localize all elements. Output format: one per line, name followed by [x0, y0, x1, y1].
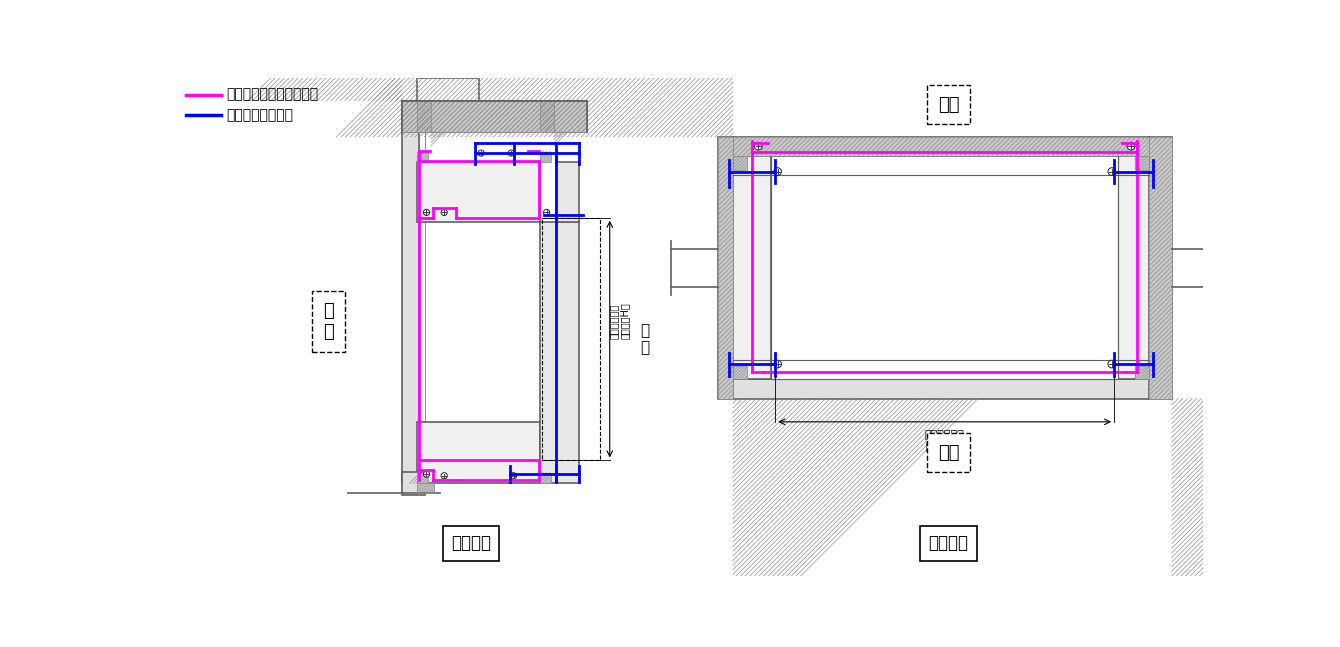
Bar — [1135, 366, 1148, 380]
Bar — [733, 366, 746, 380]
Bar — [540, 151, 551, 162]
Bar — [733, 366, 746, 380]
Bar — [417, 422, 540, 483]
Circle shape — [508, 150, 515, 156]
Bar — [402, 101, 587, 131]
Circle shape — [511, 473, 517, 479]
Bar — [417, 162, 540, 222]
Bar — [417, 101, 431, 131]
Text: 外部: 外部 — [938, 96, 959, 114]
Circle shape — [478, 150, 484, 156]
Bar — [540, 101, 555, 131]
Text: 縦断面図: 縦断面図 — [452, 534, 492, 553]
Text: 既存窓（サッシ）: 既存窓（サッシ） — [226, 108, 293, 122]
Bar — [402, 131, 419, 483]
Bar — [540, 101, 555, 131]
Bar — [556, 162, 579, 222]
Bar — [402, 472, 425, 495]
Bar — [417, 101, 431, 131]
Bar — [717, 137, 733, 399]
Bar — [733, 137, 1148, 156]
Circle shape — [1108, 360, 1116, 368]
Bar — [417, 473, 427, 483]
Bar — [417, 473, 427, 483]
Text: 導入予定の窓
の高さ（H）: 導入予定の窓 の高さ（H） — [608, 302, 630, 339]
Circle shape — [423, 210, 430, 215]
Text: 横断面図: 横断面図 — [929, 534, 969, 553]
Circle shape — [441, 210, 448, 215]
Bar — [540, 222, 579, 483]
Bar — [1135, 156, 1148, 170]
Bar — [717, 137, 733, 399]
Bar — [417, 151, 427, 162]
Circle shape — [441, 473, 448, 479]
Circle shape — [754, 142, 762, 150]
Bar — [1148, 137, 1172, 399]
Bar — [733, 156, 746, 170]
Circle shape — [773, 168, 781, 175]
Text: 導入予定の窓
の幅（W）: 導入予定の窓 の幅（W） — [925, 430, 965, 451]
Bar — [402, 101, 587, 131]
Circle shape — [423, 471, 430, 477]
Bar — [733, 380, 1148, 399]
Bar — [417, 483, 434, 492]
Bar — [733, 156, 772, 380]
Text: 導入予定の窓（サッシ）: 導入予定の窓（サッシ） — [226, 87, 319, 102]
Circle shape — [544, 210, 549, 215]
Text: 外
部: 外 部 — [323, 302, 334, 341]
Circle shape — [773, 360, 781, 368]
Circle shape — [1127, 142, 1135, 150]
Text: 内部: 内部 — [938, 444, 959, 461]
Bar — [717, 137, 733, 399]
Bar — [540, 473, 551, 483]
Text: 内
部: 内 部 — [641, 323, 650, 355]
Bar — [772, 156, 1118, 380]
Bar — [417, 151, 427, 162]
Bar — [419, 131, 425, 483]
Bar — [1135, 366, 1148, 380]
Bar — [733, 156, 746, 170]
Bar — [1135, 156, 1148, 170]
Bar — [417, 78, 478, 101]
Bar — [417, 483, 434, 492]
Bar — [733, 137, 1148, 156]
Bar — [1148, 137, 1172, 399]
Bar — [540, 473, 551, 483]
Bar — [1118, 156, 1148, 380]
Bar — [402, 101, 587, 131]
Circle shape — [1108, 168, 1116, 175]
Bar — [540, 151, 551, 162]
Bar — [1148, 137, 1172, 399]
Bar — [733, 137, 1148, 156]
